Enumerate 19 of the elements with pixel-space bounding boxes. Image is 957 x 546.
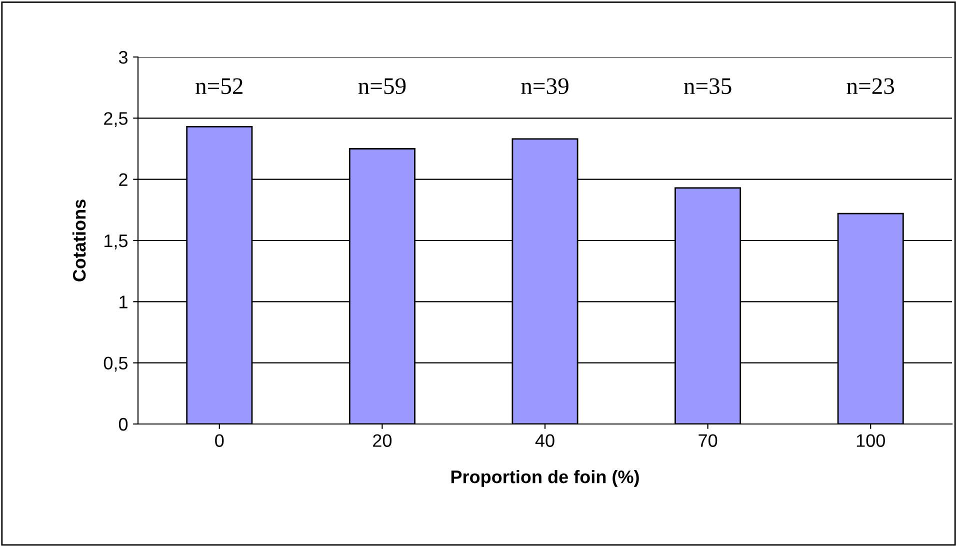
x-tick-label: 0: [215, 434, 224, 447]
x-tick-label: 100: [856, 434, 885, 447]
y-tick-label: 0,5: [104, 356, 128, 372]
annotation: n=39: [521, 78, 568, 94]
y-tick-label: 0: [118, 418, 128, 431]
y-tick-label: 2: [119, 173, 128, 186]
annotation: n=52: [196, 78, 242, 94]
annotation: n=23: [846, 78, 894, 94]
x-tick-label: 70: [698, 434, 718, 447]
y-tick-label: 3: [118, 50, 128, 64]
y-tick-label: 1,5: [104, 234, 128, 250]
x-tick-label: 40: [535, 434, 554, 447]
annotation: n=59: [358, 78, 406, 94]
y-tick-label: 1: [120, 296, 128, 308]
x-tick-label: 20: [373, 434, 392, 447]
annotation: n=35: [684, 78, 732, 94]
y-axis-title: Cotations: [72, 200, 86, 282]
x-axis-title: Proportion de foin (%): [451, 470, 639, 487]
y-tick-label: 2,5: [104, 112, 128, 128]
